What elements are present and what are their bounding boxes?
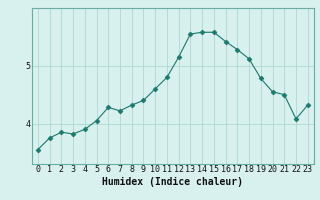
X-axis label: Humidex (Indice chaleur): Humidex (Indice chaleur) bbox=[102, 177, 243, 187]
